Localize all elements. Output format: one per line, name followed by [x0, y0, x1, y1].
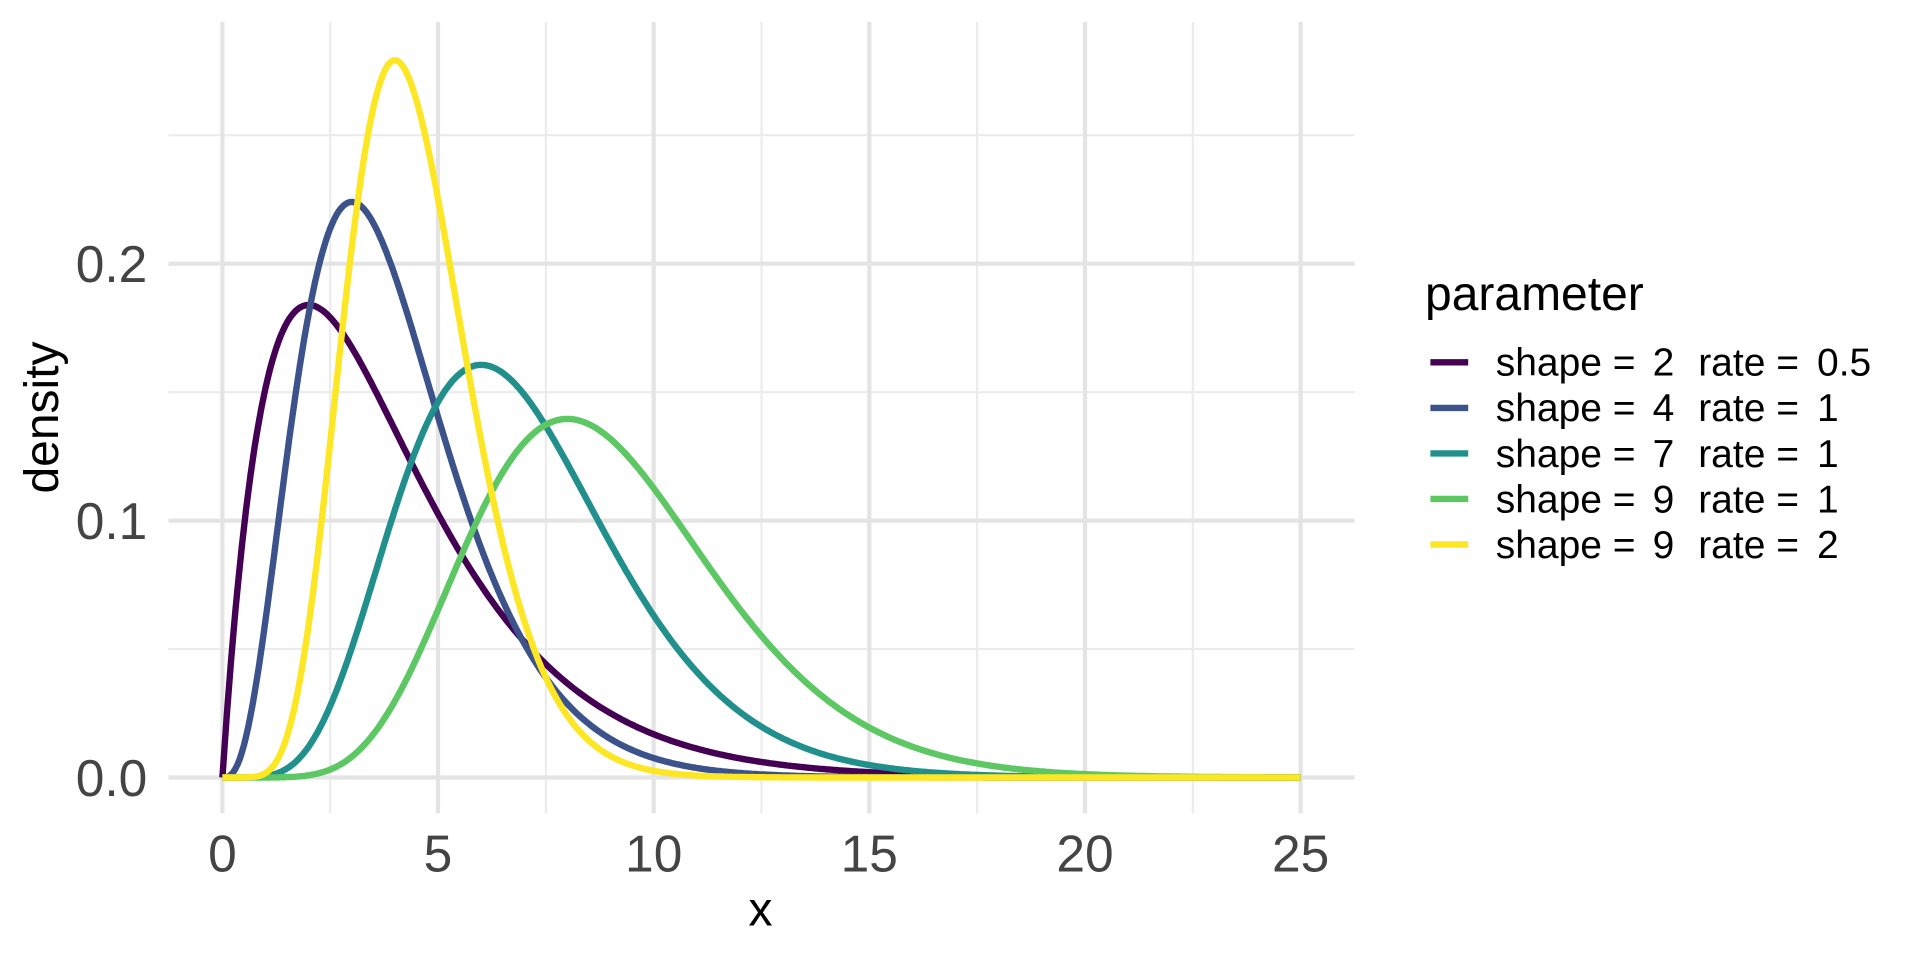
svg-text:5: 5	[424, 825, 453, 883]
svg-text:0.1: 0.1	[76, 492, 148, 550]
svg-text:0: 0	[208, 825, 237, 883]
svg-text:x: x	[749, 884, 773, 937]
svg-text:15: 15	[841, 825, 898, 883]
svg-text:parameter: parameter	[1425, 268, 1644, 321]
svg-text:0.0: 0.0	[76, 749, 148, 807]
svg-text:0.2: 0.2	[76, 235, 148, 293]
svg-text:10: 10	[625, 825, 682, 883]
svg-text:density: density	[16, 341, 69, 493]
svg-text:25: 25	[1272, 825, 1329, 883]
svg-text:20: 20	[1056, 825, 1113, 883]
